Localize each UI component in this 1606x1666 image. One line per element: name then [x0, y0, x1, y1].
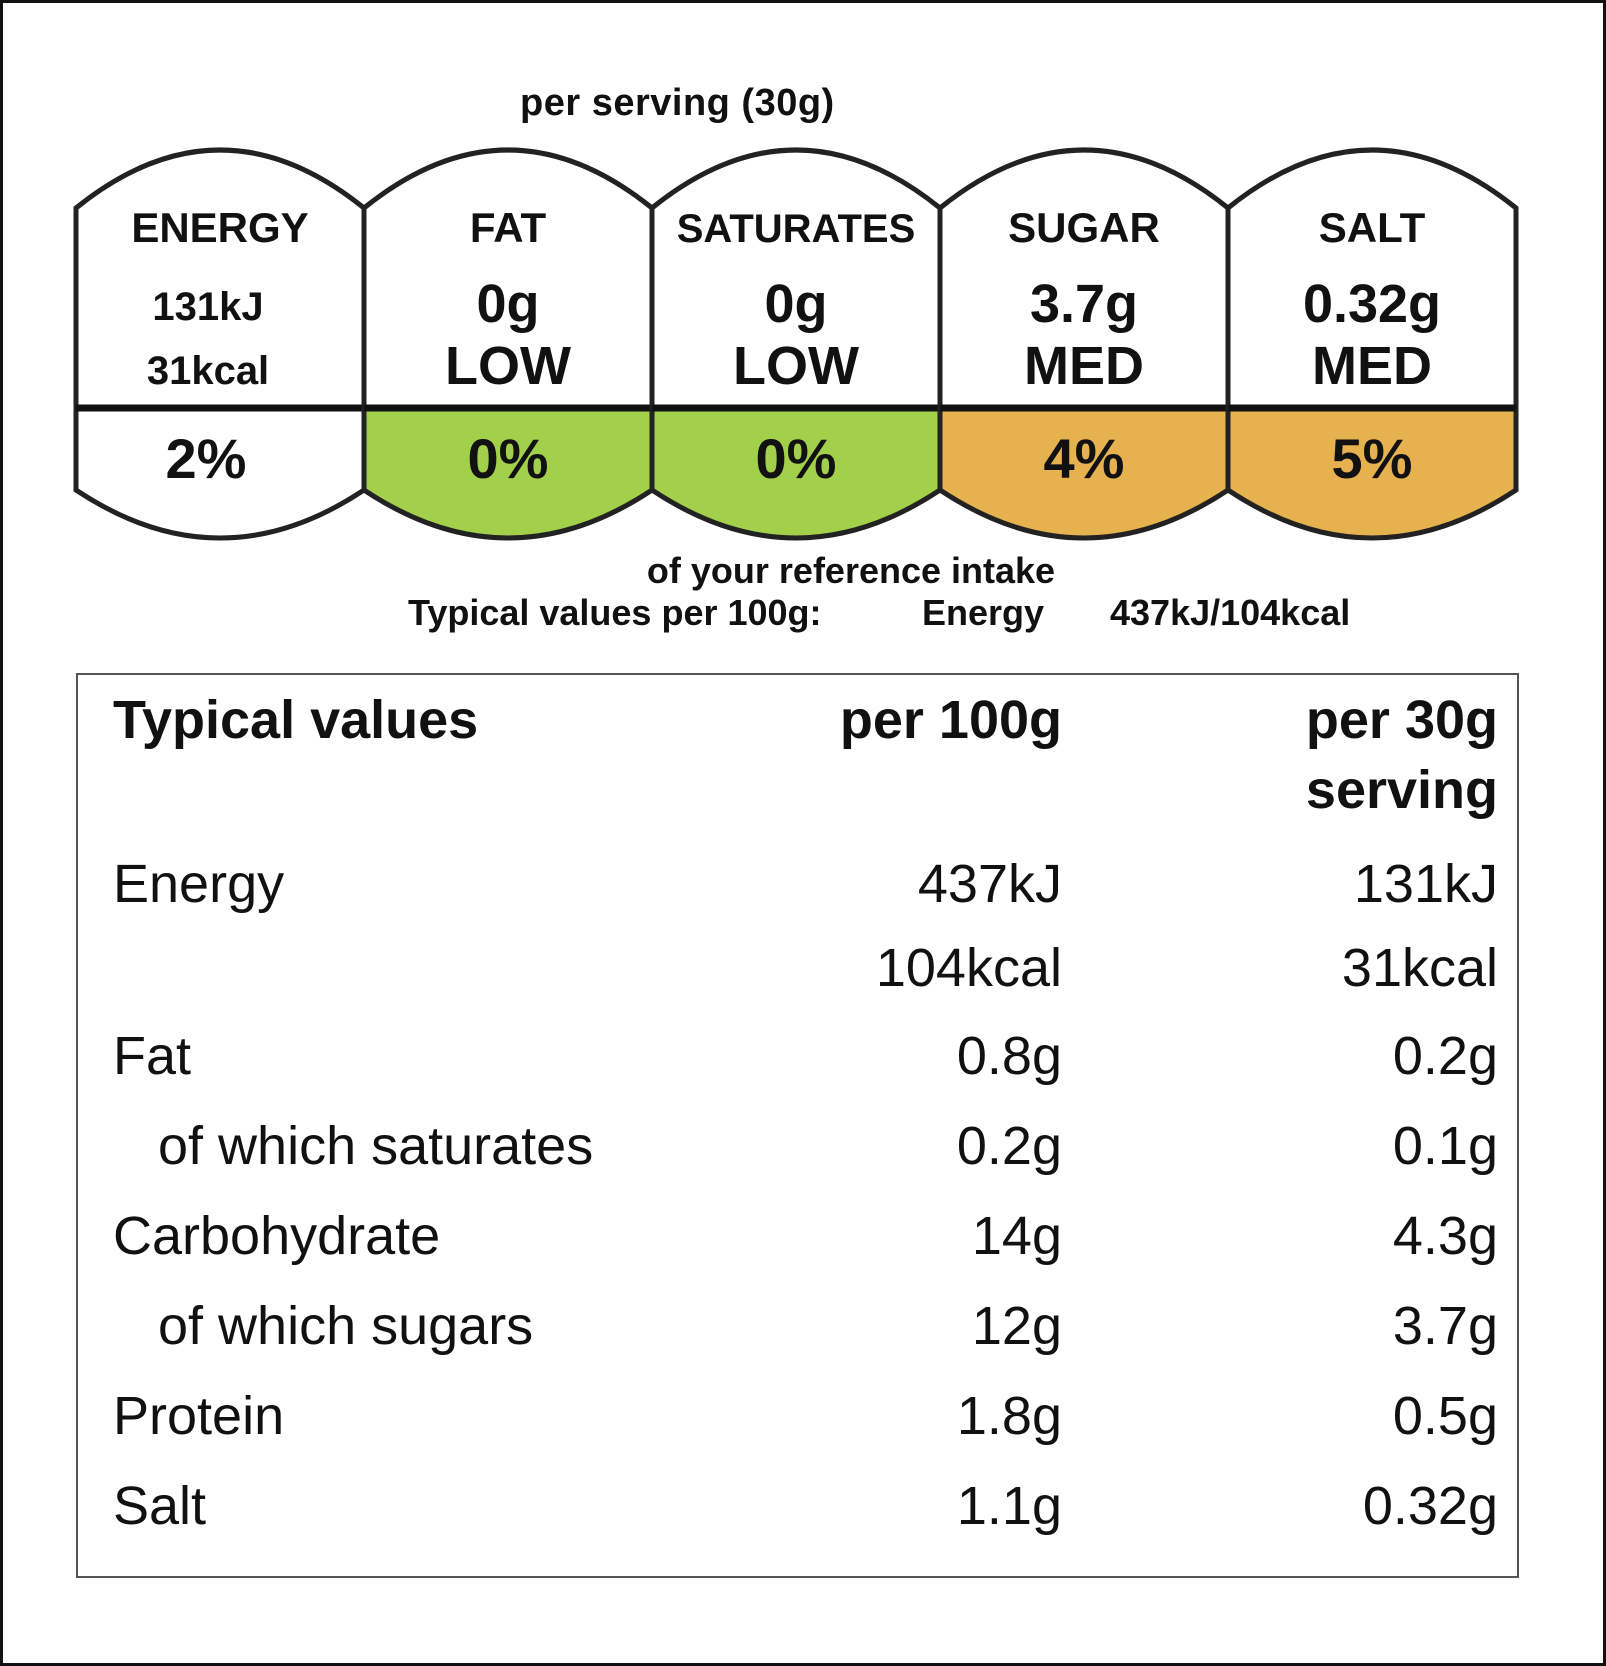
- typical-energy-label: Energy: [922, 592, 1045, 633]
- fop-nutrient-name: SALT: [1319, 204, 1426, 251]
- fop-nutrient-box: [361, 147, 655, 411]
- row-per-100g-value: 1.8g: [956, 1386, 1062, 1446]
- fop-cell-energy: ENERGY 131kJ 31kcal 2%: [73, 147, 367, 541]
- fop-level: MED: [1024, 336, 1144, 396]
- fop-energy-kj: 131kJ: [152, 285, 263, 329]
- row-nutrient-name: of which saturates: [158, 1116, 594, 1176]
- fop-level: MED: [1312, 336, 1432, 396]
- row-per-serving-value: 0.5g: [1392, 1386, 1498, 1446]
- fop-percent: 2%: [166, 427, 247, 490]
- typical-values-label: Typical values per 100g:: [408, 592, 822, 633]
- header-per-100g: per 100g: [839, 690, 1062, 750]
- row-per-100g-value: 14g: [971, 1206, 1062, 1266]
- row-per-serving-value: 31kcal: [1341, 938, 1498, 998]
- row-per-100g-value: 437kJ: [917, 854, 1062, 914]
- fop-nutrient-name: SUGAR: [1008, 204, 1160, 251]
- fop-nutrient-box: [1225, 147, 1519, 411]
- row-nutrient-name: Energy: [113, 854, 285, 914]
- fop-nutrient-box: [937, 147, 1231, 411]
- row-per-100g-value: 1.1g: [956, 1476, 1062, 1536]
- row-per-serving-value: 4.3g: [1392, 1206, 1498, 1266]
- row-per-serving-value: 0.1g: [1392, 1116, 1498, 1176]
- row-nutrient-name: Carbohydrate: [113, 1206, 441, 1266]
- fop-amount: 0g: [764, 274, 827, 334]
- reference-intake-note: of your reference intake: [646, 550, 1056, 591]
- fop-nutrient-box: [649, 147, 943, 411]
- fop-percent: 4%: [1044, 427, 1125, 490]
- row-per-serving-value: 3.7g: [1392, 1296, 1498, 1356]
- fop-level: LOW: [445, 336, 571, 396]
- fop-percent-band: [73, 405, 367, 541]
- fop-nutrient-box: [73, 147, 367, 411]
- fop-percent: 0%: [756, 427, 837, 490]
- row-per-100g-value: 104kcal: [875, 938, 1062, 998]
- fop-percent-band: [361, 405, 655, 541]
- fop-percent-band: [937, 405, 1231, 541]
- fop-amount: 0g: [476, 274, 539, 334]
- nutrition-table: Typical values per 100g per 30g serving …: [76, 673, 1519, 1578]
- fop-amount: 3.7g: [1030, 274, 1138, 334]
- header-typical-values: Typical values: [113, 690, 479, 750]
- row-nutrient-name: Protein: [113, 1386, 285, 1446]
- fop-percent-band: [649, 405, 943, 541]
- row-per-serving-value: 0.2g: [1392, 1026, 1498, 1086]
- fop-nutrient-name: FAT: [470, 204, 547, 251]
- row-per-100g-value: 12g: [971, 1296, 1062, 1356]
- row-per-serving-value: 131kJ: [1353, 854, 1498, 914]
- row-nutrient-name: Salt: [113, 1476, 207, 1536]
- fop-percent-band: [1225, 405, 1519, 541]
- header-per-serving-line1: per 30g: [1305, 690, 1498, 750]
- fop-amount: 0.32g: [1303, 274, 1441, 334]
- row-per-100g-value: 0.8g: [956, 1026, 1062, 1086]
- per-serving-heading: per serving (30g): [520, 82, 835, 124]
- fop-level: LOW: [733, 336, 859, 396]
- header-per-serving-line2: serving: [1305, 760, 1498, 820]
- fop-energy-kcal: 31kcal: [147, 349, 269, 393]
- fop-percent: 5%: [1332, 427, 1413, 490]
- row-per-100g-value: 0.2g: [956, 1116, 1062, 1176]
- row-per-serving-value: 0.32g: [1362, 1476, 1498, 1536]
- row-nutrient-name: of which sugars: [158, 1296, 534, 1356]
- fop-nutrient-name: SATURATES: [677, 207, 916, 251]
- fop-percent: 0%: [468, 427, 549, 490]
- front-of-pack-label: ENERGY131kJ31kcal2%FAT0gLOW0%SATURATES0g…: [73, 147, 1519, 541]
- row-nutrient-name: Fat: [113, 1026, 192, 1086]
- fop-nutrient-name: ENERGY: [131, 204, 308, 251]
- typical-energy-value: 437kJ/104kcal: [1110, 592, 1351, 633]
